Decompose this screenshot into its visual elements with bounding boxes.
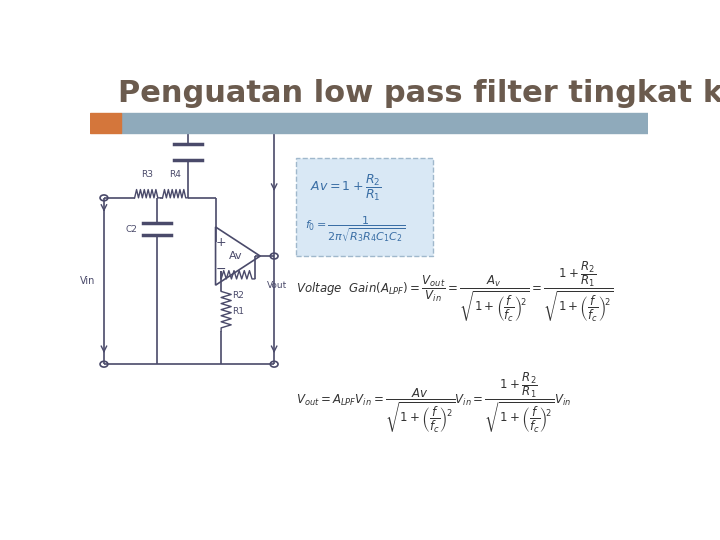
Text: C1: C1 [181,123,194,132]
Text: C2: C2 [126,225,138,233]
Text: Penguatan low pass filter tingkat ke-dua: Penguatan low pass filter tingkat ke-dua [118,79,720,109]
Bar [90,113,121,133]
FancyBboxPatch shape [297,158,433,256]
Text: R3: R3 [141,171,153,179]
Text: $f_0 = \dfrac{1}{2\pi \sqrt{R_3 R_4 C_1 C_2}}$: $f_0 = \dfrac{1}{2\pi \sqrt{R_3 R_4 C_1 … [305,214,405,244]
Text: Av: Av [229,251,243,261]
Text: Vin: Vin [80,276,96,286]
Text: R1: R1 [232,307,244,316]
Text: $\mathit{Voltage}\ \ \mathit{Gain}(A_{LPF}) = \dfrac{V_{out}}{V_{in}} = \dfrac{A: $\mathit{Voltage}\ \ \mathit{Gain}(A_{LP… [297,259,614,323]
Text: $V_{out} = A_{LPF}V_{in} = \dfrac{Av}{\sqrt{1+\left(\dfrac{f}{f_c}\right)^{\!2}}: $V_{out} = A_{LPF}V_{in} = \dfrac{Av}{\s… [297,369,572,434]
Text: R2: R2 [232,291,244,300]
Text: R4: R4 [169,171,181,179]
Text: −: − [216,264,226,276]
Text: $Av = 1 + \dfrac{R_2}{R_1}$: $Av = 1 + \dfrac{R_2}{R_1}$ [310,172,382,202]
Text: +: + [216,236,227,249]
Text: Vout: Vout [267,281,287,289]
Bar [121,113,648,133]
